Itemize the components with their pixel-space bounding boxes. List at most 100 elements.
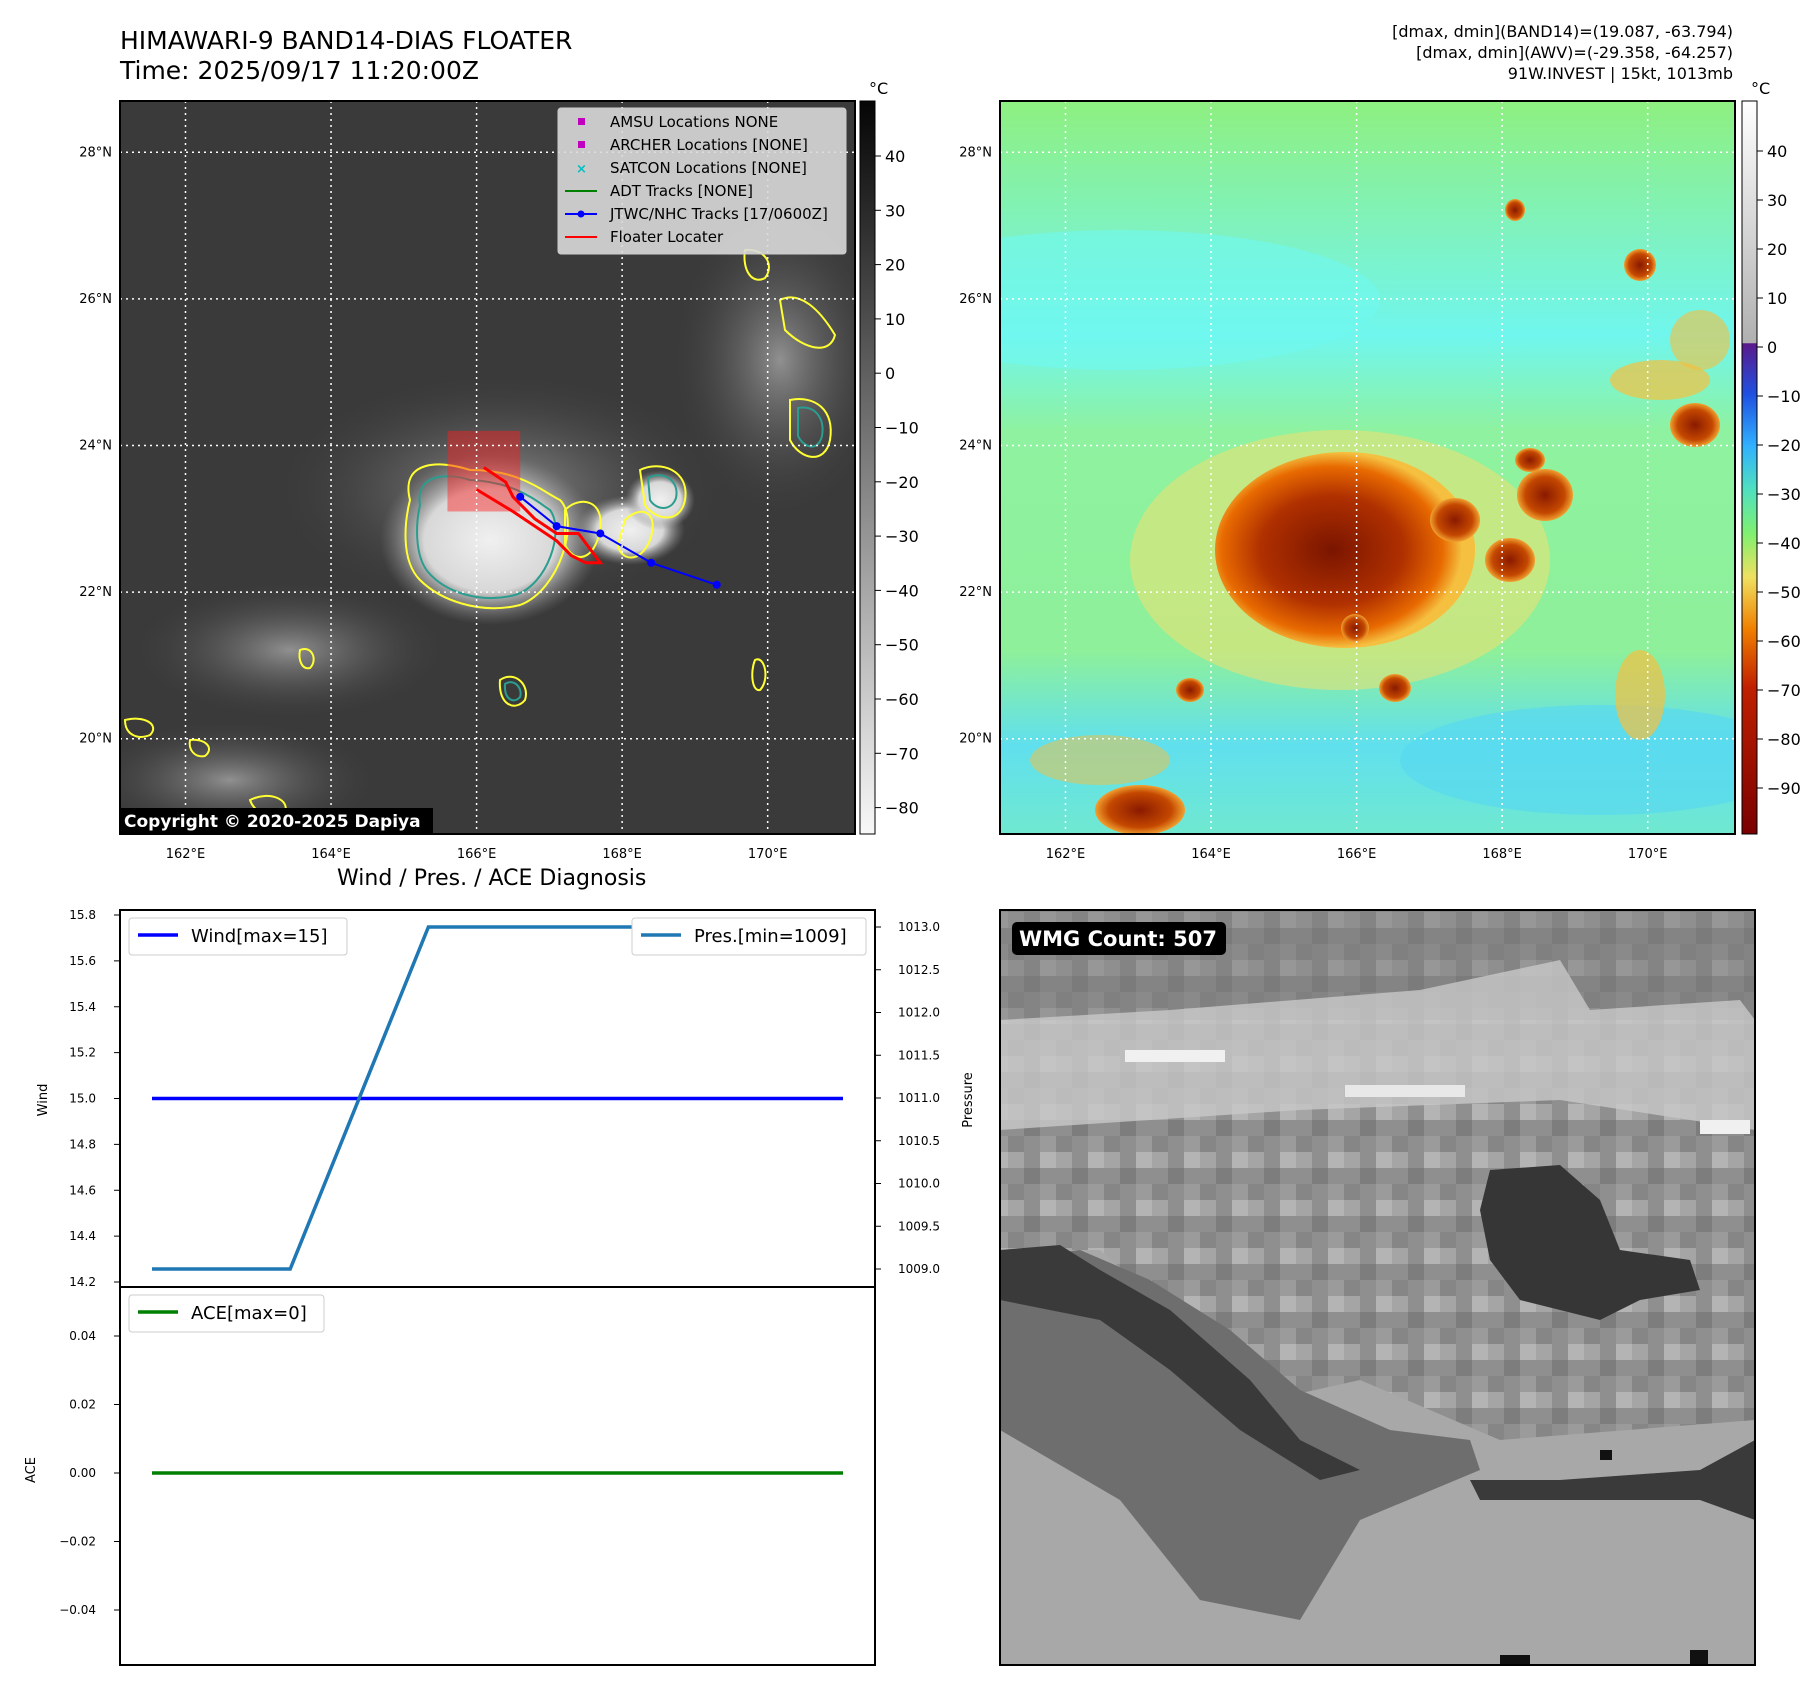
ir-lat-labels: 28°N 26°N 24°N 22°N 20°N <box>79 145 112 746</box>
storm-info: 91W.INVEST | 15kt, 1013mb <box>1507 64 1733 83</box>
pressure-tick-label: 1009.0 <box>898 1262 940 1276</box>
wind-tick-label: 14.6 <box>69 1183 96 1197</box>
colorbar-tick-label: −20 <box>885 473 919 492</box>
wv-lon-label: 166°E <box>1337 847 1377 862</box>
ace-axis-ticks: 0.04 0.02 0.00 −0.02 −0.04 <box>59 1329 120 1617</box>
wind-tick-label: 15.2 <box>69 1046 96 1060</box>
ace-axis-label: ACE <box>24 1457 39 1483</box>
ir-lat-label: 28°N <box>79 145 112 160</box>
figure-title: HIMAWARI-9 BAND14-DIAS FLOATER <box>120 26 573 55</box>
legend-floater: Floater Locater <box>610 228 724 246</box>
colorbar-tick-label: 10 <box>1767 289 1787 308</box>
diagnosis-title: Wind / Pres. / ACE Diagnosis <box>337 866 647 891</box>
jtwc-marker-sample <box>577 210 585 218</box>
ace-tick-label: −0.04 <box>59 1603 96 1617</box>
wv-lat-label: 26°N <box>959 292 992 307</box>
colorbar-tick-label: 10 <box>885 310 905 329</box>
wind-tick-label: 15.8 <box>69 908 96 922</box>
legend-amsu: AMSU Locations NONE <box>610 113 778 131</box>
ir-lat-label: 24°N <box>79 439 112 454</box>
ir-colorbar-unit: °C <box>869 79 888 98</box>
pressure-tick-label: 1012.5 <box>898 963 940 977</box>
wind-axis-ticks: 15.8 15.6 15.4 15.2 15.0 14.8 14.6 14.4 14.2 <box>69 908 120 1289</box>
pressure-legend: Pres.[min=1009] <box>631 917 867 956</box>
pressure-legend-label: Pres.[min=1009] <box>694 926 847 947</box>
colorbar-tick-label: −10 <box>885 419 919 438</box>
colorbar-tick-label: 30 <box>885 201 905 220</box>
colorbar-tick-label: −50 <box>885 636 919 655</box>
wv-colorbar-unit: °C <box>1751 79 1770 98</box>
ir-lon-label: 170°E <box>748 847 788 862</box>
legend-jtwc: JTWC/NHC Tracks [17/0600Z] <box>609 205 828 223</box>
colorbar-tick-label: 40 <box>1767 142 1787 161</box>
ace-axes <box>119 1286 876 1666</box>
colorbar-tick-label: 0 <box>1767 338 1777 357</box>
wind-tick-label: 14.4 <box>69 1229 96 1243</box>
ace-legend-label: ACE[max=0] <box>191 1303 307 1324</box>
jtwc-track-point <box>712 580 721 589</box>
wv-frame <box>999 100 1736 835</box>
figure-time: Time: 2025/09/17 11:20:00Z <box>120 56 479 85</box>
wv-lon-label: 162°E <box>1046 847 1086 862</box>
wmg-count-box <box>1012 922 1226 955</box>
ace-tick-label: 0.04 <box>69 1329 96 1343</box>
pressure-tick-label: 1011.5 <box>898 1048 940 1062</box>
colorbar-tick-label: −60 <box>1767 632 1801 651</box>
wind-tick-label: 14.8 <box>69 1137 96 1151</box>
ir-lat-label: 20°N <box>79 732 112 747</box>
ace-tick-label: 0.02 <box>69 1398 96 1412</box>
wv-lat-label: 22°N <box>959 585 992 600</box>
wv-imagery <box>1000 101 1735 834</box>
satcon-marker: × <box>576 162 587 177</box>
jtwc-track-points <box>516 492 721 589</box>
wv-lon-label: 170°E <box>1628 847 1668 862</box>
colorbar-tick-label: −30 <box>1767 485 1801 504</box>
ir-lon-label: 164°E <box>311 847 351 862</box>
wv-lat-labels: 28°N 26°N 24°N 22°N 20°N <box>959 145 992 746</box>
pressure-axis-ticks: 1013.0 1012.5 1012.0 1011.5 1011.0 1010.5 1010… <box>875 920 940 1276</box>
pressure-tick-label: 1012.0 <box>898 1006 940 1020</box>
colorbar-tick-label: −80 <box>1767 730 1801 749</box>
colorbar-tick-label: 20 <box>885 256 905 275</box>
ir-lon-labels: 162°E 164°E 166°E 168°E 170°E <box>166 847 788 862</box>
wind-tick-label: 15.0 <box>69 1092 96 1106</box>
wmg-frame <box>999 909 1756 1666</box>
wv-lon-label: 168°E <box>1482 847 1522 862</box>
ir-lat-label: 22°N <box>79 585 112 600</box>
wv-lat-label: 24°N <box>959 439 992 454</box>
pressure-tick-label: 1010.0 <box>898 1177 940 1191</box>
colorbar-tick-label: −70 <box>885 744 919 763</box>
legend-archer: ARCHER Locations [NONE] <box>610 136 808 154</box>
pressure-tick-label: 1009.5 <box>898 1219 940 1233</box>
ace-tick-label: 0.00 <box>69 1466 96 1480</box>
ir-frame <box>119 100 856 835</box>
ace-legend: ACE[max=0] <box>128 1294 325 1333</box>
colorbar-tick-label: −60 <box>885 690 919 709</box>
colorbar-tick-label: −20 <box>1767 436 1801 455</box>
colorbar-tick-label: −90 <box>1767 779 1801 798</box>
jtwc-track-point <box>647 558 656 567</box>
wv-lon-labels: 162°E 164°E 166°E 168°E 170°E <box>1046 847 1668 862</box>
colorbar-tick-label: 20 <box>1767 240 1787 259</box>
floater-locater-track <box>475 466 604 565</box>
colorbar-tick-label: −70 <box>1767 681 1801 700</box>
ir-lat-label: 26°N <box>79 292 112 307</box>
colorbar-tick-label: 0 <box>885 364 895 383</box>
colorbar-tick-label: −80 <box>885 799 919 818</box>
pressure-tick-label: 1013.0 <box>898 920 940 934</box>
wv-lat-label: 20°N <box>959 732 992 747</box>
wv-colorbar <box>1741 100 1758 835</box>
legend-satcon: SATCON Locations [NONE] <box>610 159 807 177</box>
ir-colorbar <box>859 100 876 835</box>
wmg-imagery <box>1000 910 1755 1665</box>
copyright-text: Copyright © 2020-2025 Dapiya <box>124 812 421 832</box>
copyright-box <box>120 808 433 833</box>
ace-tick-label: −0.02 <box>59 1535 96 1549</box>
wind-legend-label: Wind[max=15] <box>191 926 328 947</box>
jtwc-track-point <box>516 492 525 501</box>
diagnosis-panel: 15.8 15.6 15.4 15.2 15.0 14.8 14.6 14.4 14.2 101… <box>24 908 976 1666</box>
wmg-panel: WMG Count: 507 <box>999 909 1756 1666</box>
amsu-marker <box>578 118 585 125</box>
wv-gridlines <box>1000 101 1735 834</box>
